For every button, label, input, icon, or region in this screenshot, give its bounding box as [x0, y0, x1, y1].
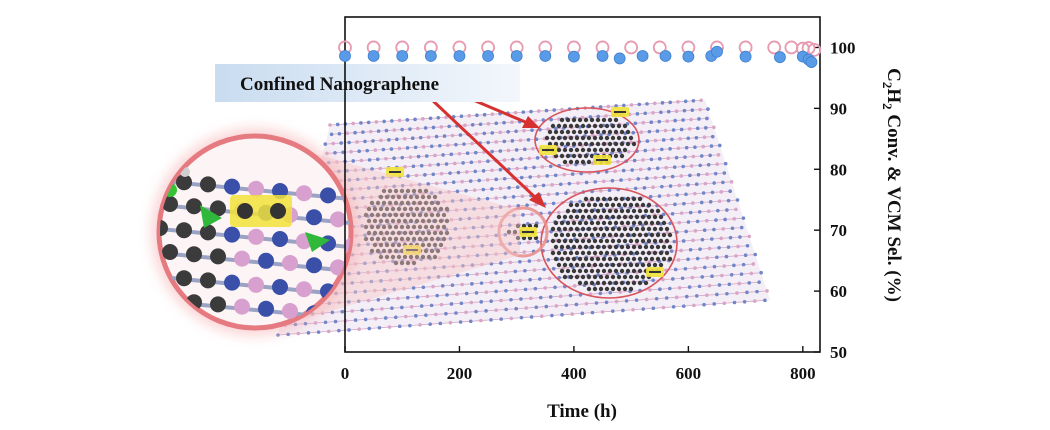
conversion-point — [396, 50, 409, 62]
selectivity-point — [767, 40, 782, 55]
series-conversion — [339, 45, 818, 68]
conversion-point — [682, 50, 695, 63]
x-tick-label: 0 — [341, 364, 350, 383]
conversion-point — [510, 50, 523, 62]
conversion-point — [339, 50, 351, 62]
nanographene-ring-top — [534, 107, 640, 173]
conversion-point — [636, 50, 649, 62]
chart: 0 200 400 600 800 50 60 70 80 90 100 Time (h) C2H… — [338, 16, 904, 422]
nanographene-patches — [363, 117, 673, 292]
y-tick-label: 80 — [830, 160, 847, 179]
y-tick-label: 90 — [830, 99, 847, 118]
conversion-point — [424, 50, 437, 62]
selectivity-point — [784, 40, 799, 55]
x-axis-label: Time (h) — [547, 401, 617, 422]
selectivity-point — [652, 40, 667, 55]
plot-frame — [344, 16, 821, 353]
conversion-point — [774, 51, 786, 64]
conversion-point — [596, 50, 609, 62]
conversion-point — [453, 50, 466, 62]
nanographene-ring-main — [540, 187, 678, 299]
x-tick-label: 400 — [561, 364, 587, 383]
graphene-illustration: Confined Nanographene — [151, 64, 770, 337]
acetylene-molecules — [386, 107, 664, 277]
y-tick-label: 100 — [830, 38, 856, 57]
conversion-point — [482, 50, 494, 62]
y-tick-label: 60 — [830, 282, 847, 301]
conversion-point — [613, 52, 626, 65]
y-axis-label: C2H2 Conv. & VCM Sel. (%) — [880, 68, 904, 302]
x-tick-label: 600 — [676, 364, 702, 383]
x-tick-label: 800 — [790, 364, 816, 383]
selectivity-point — [624, 40, 639, 55]
y-tick-label: 70 — [830, 221, 847, 240]
zoom-beam — [300, 150, 520, 320]
y-axis: 50 60 70 80 90 100 — [814, 38, 856, 362]
y-tick-label: 50 — [830, 343, 847, 362]
conversion-point — [739, 50, 752, 63]
conversion-point — [659, 50, 672, 62]
conversion-point — [539, 50, 552, 62]
x-axis: 0 200 400 600 800 — [341, 346, 816, 383]
conversion-point — [711, 45, 723, 58]
conversion-point — [568, 50, 580, 63]
label-banner — [215, 64, 520, 102]
x-tick-label: 200 — [447, 364, 473, 383]
confined-nanographene-label: Confined Nanographene — [240, 74, 439, 95]
selectivity-point — [807, 42, 822, 57]
conversion-point — [805, 56, 818, 68]
conversion-point — [367, 50, 380, 62]
small-confined-circle — [497, 206, 549, 258]
